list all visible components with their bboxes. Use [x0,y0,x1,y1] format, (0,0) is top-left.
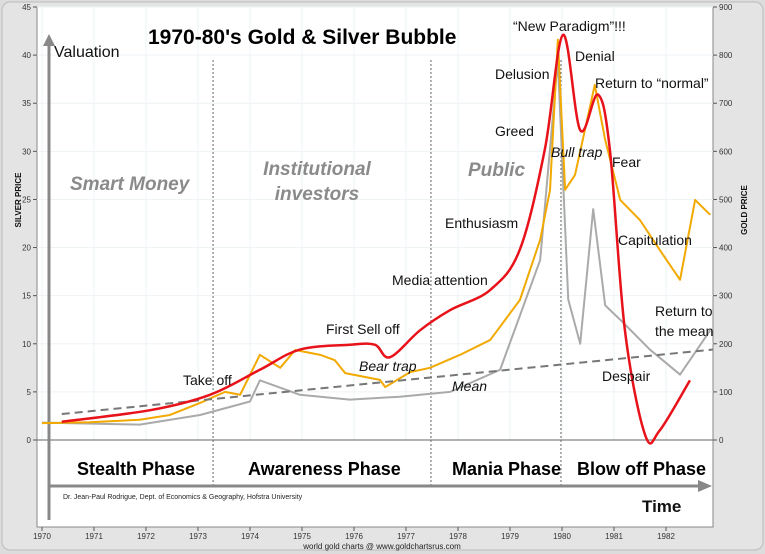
y-tick-label: 30 [22,147,31,156]
annotation-mean: Mean [452,378,487,394]
y2-tick-label: 200 [719,340,733,349]
valuation-curve [61,33,691,445]
group-investors: investors [275,184,359,205]
x-tick-label: 1977 [397,532,415,541]
x-tick-label: 1975 [293,532,311,541]
chart-title: 1970-80's Gold & Silver Bubble [148,26,456,49]
y-tick-label: 15 [22,292,31,301]
y2-tick-label: 400 [719,244,733,253]
annotation-new-paradigm: “New Paradigm”!!! [513,18,626,34]
x-tick-label: 1970 [33,532,51,541]
y-tick-label: 10 [22,340,31,349]
phase-mania: Mania Phase [452,459,561,479]
annotation-take-off: Take off [183,372,232,388]
annotation-greed: Greed [495,123,534,139]
phase-dividers [212,60,562,486]
y-tick-label: 35 [22,99,31,108]
y-tick-label: 0 [27,436,32,445]
y2-axis-label: GOLD PRICE [740,184,749,234]
annotation-media-attention: Media attention [392,272,488,288]
y2-tick-label: 100 [719,388,733,397]
phase-blow-off: Blow off Phase [577,459,706,479]
x-tick-label: 1979 [501,532,519,541]
valuation-label: Valuation [54,44,120,61]
x-tick-label: 1974 [241,532,259,541]
y-tick-label: 40 [22,51,31,60]
annotation-return-normal: Return to “normal” [595,75,709,91]
y2-tick-label: 500 [719,195,733,204]
valuation-arrowhead-icon [43,34,55,46]
annotation-bear-trap: Bear trap [359,358,417,374]
x-tick-label: 1980 [553,532,571,541]
phase-awareness: Awareness Phase [248,459,401,479]
y-tick-label: 20 [22,244,31,253]
annotation-enthusiasm: Enthusiasm [445,215,518,231]
silver-price-line [41,58,712,426]
annotation-despair: Despair [602,368,651,384]
annotation-return-mean-1: Return to [655,303,713,319]
y2-tick-label: 300 [719,292,733,301]
y2-tick-label: 600 [719,147,733,156]
x-tick-label: 1976 [345,532,363,541]
phase-stealth: Stealth Phase [77,459,195,479]
y-tick-label: 5 [27,388,32,397]
time-arrowhead-icon [698,480,712,492]
y2-tick-label: 700 [719,99,733,108]
y2-tick-label: 0 [719,436,724,445]
source-text: world gold charts @ www.goldchartsrus.co… [302,542,461,551]
group-public: Public [468,160,525,181]
y2-tick-label: 900 [719,3,733,12]
y-tick-label: 25 [22,195,31,204]
group-smart-money: Smart Money [70,174,191,195]
annotation-fear: Fear [612,154,641,170]
group-institutional: Institutional [263,159,371,180]
y2-tick-label: 800 [719,51,733,60]
x-tick-label: 1971 [85,532,103,541]
annotation-first-sell-off: First Sell off [326,321,400,337]
series-layer [41,33,713,445]
annotation-bull-trap: Bull trap [551,144,603,160]
x-tick-label: 1978 [449,532,467,541]
mean-line [61,348,713,416]
x-tick-label: 1972 [137,532,155,541]
y-tick-label: 45 [22,3,31,12]
x-tick-label: 1982 [657,532,675,541]
credit-text: Dr. Jean-Paul Rodrigue, Dept. of Economi… [63,494,303,501]
annotation-denial: Denial [575,48,615,64]
x-tick-label: 1981 [605,532,623,541]
annotation-delusion: Delusion [495,66,549,82]
annotation-capitulation: Capitulation [618,232,692,248]
axis-ticks: 0 5 10 15 20 25 30 35 40 45 0 100 200 300 400 500 600 700… [22,3,733,541]
y-axis-label: SILVER PRICE [14,172,23,228]
grid [37,6,713,441]
time-label: Time [642,497,681,516]
x-tick-label: 1973 [189,532,207,541]
annotation-return-mean-2: the mean [655,323,713,339]
